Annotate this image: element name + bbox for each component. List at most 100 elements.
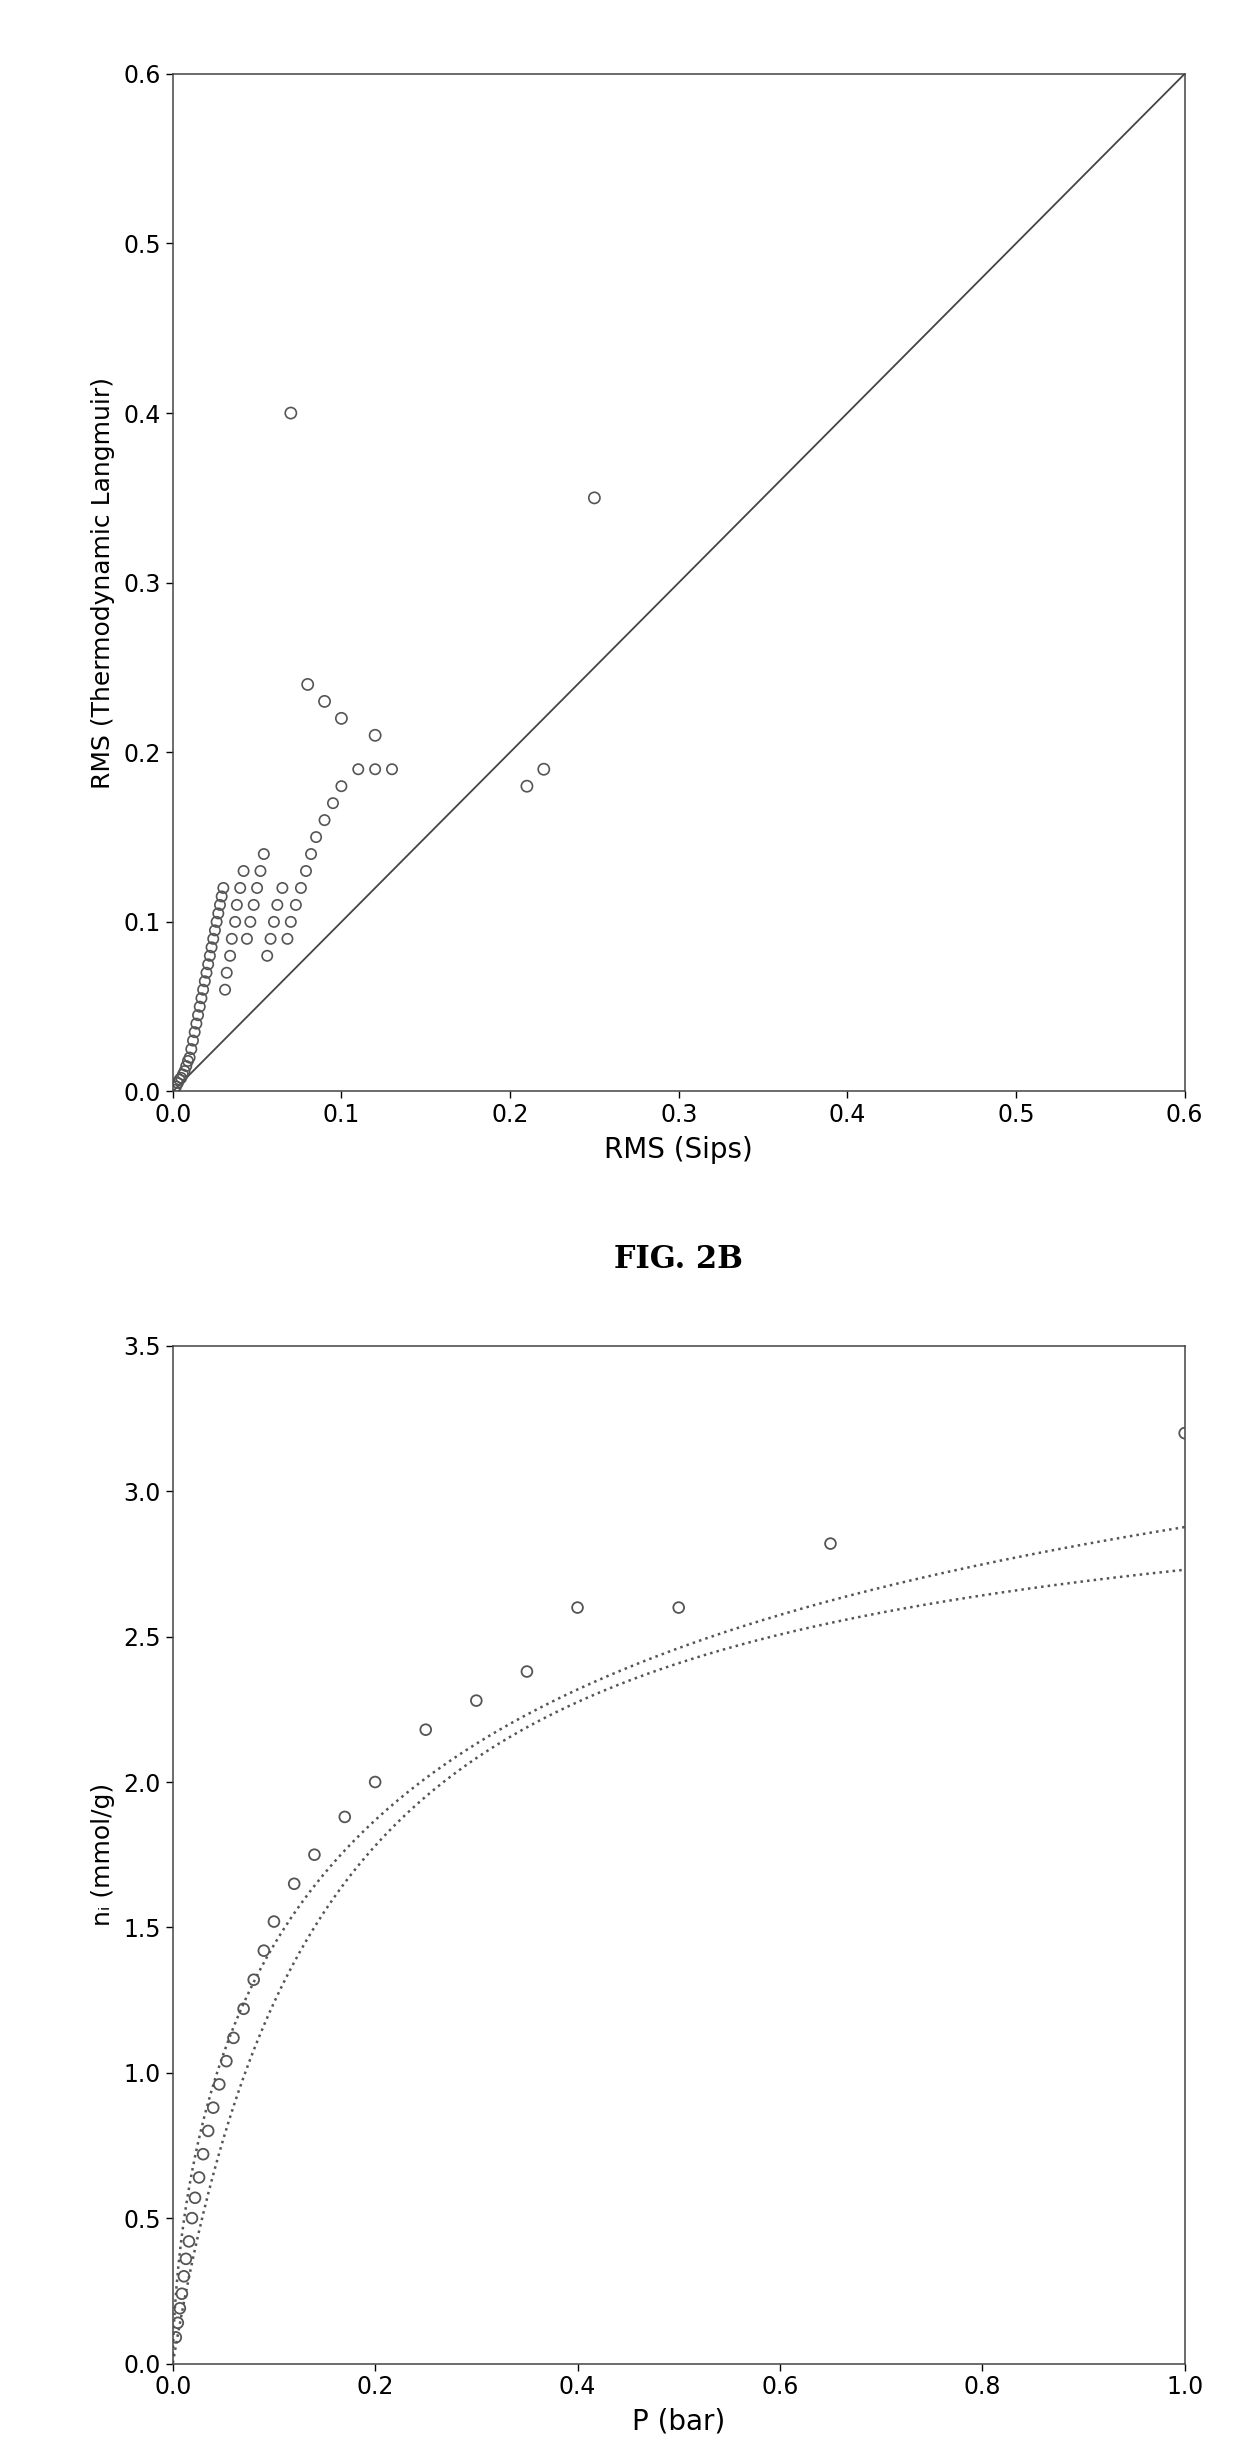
Point [306, 817, 326, 857]
Point [231, 869, 251, 908]
Point [315, 682, 334, 721]
Point [332, 699, 352, 739]
Point [258, 936, 278, 975]
Point [210, 2066, 230, 2105]
Point [264, 901, 284, 940]
Point [207, 901, 227, 940]
Point [273, 869, 292, 908]
Point [185, 1012, 205, 1051]
X-axis label: P (bar): P (bar) [632, 2408, 726, 2435]
Point [186, 1004, 206, 1044]
Point [222, 918, 242, 958]
Point [183, 2199, 202, 2238]
Point [172, 2275, 191, 2314]
Point [297, 665, 317, 704]
Point [383, 748, 402, 788]
X-axis label: RMS (Sips): RMS (Sips) [605, 1135, 753, 1165]
Point [281, 901, 301, 940]
Point [416, 1711, 436, 1750]
Point [315, 800, 334, 840]
Point [178, 1041, 197, 1081]
Point [365, 716, 385, 756]
Point [821, 1524, 840, 1563]
Point [365, 748, 385, 788]
Point [296, 852, 316, 891]
Point [195, 963, 215, 1002]
Point [247, 869, 267, 908]
Point [194, 970, 213, 1009]
Point [305, 1834, 325, 1874]
Point [201, 928, 221, 968]
Point [168, 1064, 188, 1103]
Point [188, 995, 207, 1034]
Point [199, 2112, 218, 2152]
Point [181, 1029, 201, 1069]
Point [199, 945, 218, 985]
Point [204, 2088, 223, 2127]
Point [217, 953, 237, 992]
Point [183, 1022, 202, 1061]
Point [244, 886, 264, 926]
Point [291, 869, 311, 908]
Point [332, 766, 352, 805]
Point [669, 1588, 689, 1627]
Point [233, 1989, 253, 2029]
Point [175, 1051, 195, 1091]
Point [176, 1046, 196, 1086]
Point [200, 936, 220, 975]
Point [210, 886, 230, 926]
Point [180, 1039, 200, 1078]
Point [167, 1066, 186, 1105]
Point [284, 1864, 304, 1903]
Point [223, 2019, 243, 2058]
Point [301, 835, 321, 874]
Point [251, 852, 270, 891]
Point [323, 783, 343, 822]
Point [534, 748, 554, 788]
Point [268, 886, 288, 926]
Point [191, 977, 211, 1017]
Point [212, 876, 232, 916]
Point [237, 918, 257, 958]
Point [213, 869, 233, 908]
Point [209, 894, 228, 933]
Point [254, 835, 274, 874]
Point [185, 2179, 205, 2218]
Point [244, 1960, 264, 1999]
Point [334, 1797, 354, 1837]
Point [179, 2221, 199, 2260]
Point [168, 2302, 188, 2341]
Point [174, 2258, 194, 2297]
Point [204, 918, 223, 958]
Point [196, 953, 216, 992]
Point [216, 2041, 236, 2080]
Point [348, 748, 368, 788]
Point [278, 918, 297, 958]
Point [233, 852, 253, 891]
Point [215, 970, 234, 1009]
Point [254, 1930, 274, 1970]
Point [264, 1901, 284, 1940]
Point [260, 918, 280, 958]
Point [517, 766, 537, 805]
Point [226, 901, 246, 940]
Text: FIG. 2B: FIG. 2B [615, 1243, 743, 1275]
Y-axis label: nᵢ (mmol/g): nᵢ (mmol/g) [91, 1782, 115, 1925]
Point [194, 2135, 213, 2174]
Point [227, 886, 247, 926]
Point [165, 2317, 185, 2356]
Point [517, 1652, 537, 1691]
Point [568, 1588, 587, 1627]
Point [164, 1071, 184, 1110]
Point [281, 394, 301, 433]
Point [170, 2290, 190, 2329]
Point [205, 911, 225, 950]
Point [172, 1059, 191, 1098]
Point [1175, 1413, 1195, 1453]
Point [241, 901, 260, 940]
Point [286, 886, 306, 926]
Point [466, 1682, 486, 1721]
Y-axis label: RMS (Thermodynamic Langmuir): RMS (Thermodynamic Langmuir) [91, 377, 115, 788]
Point [220, 936, 239, 975]
Point [176, 2238, 196, 2277]
